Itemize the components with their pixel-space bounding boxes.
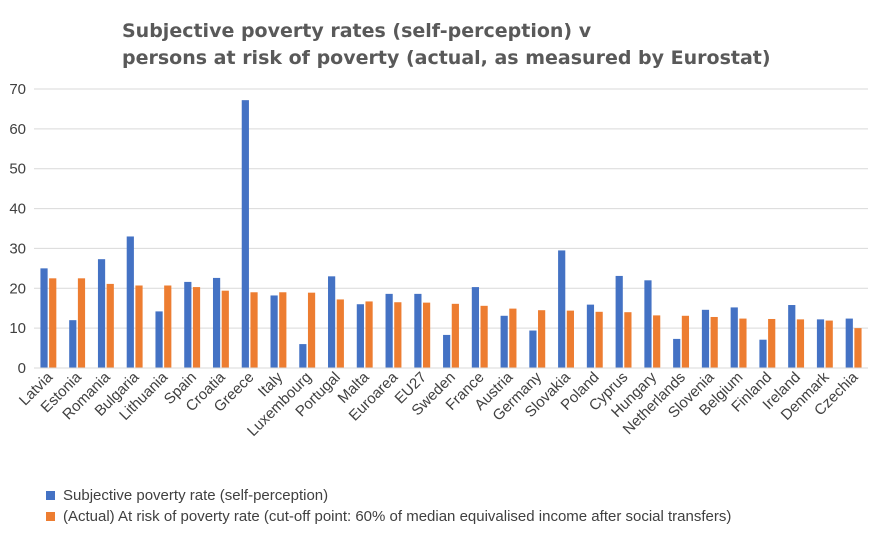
bar-actual-malta [365,301,373,368]
y-tick-label-70: 70 [9,81,26,98]
bar-actual-austria [509,308,517,368]
bar-subjective-euroarea [385,293,393,368]
bar-actual-greece [250,292,258,368]
bar-subjective-latvia [40,268,48,368]
bar-subjective-estonia [69,320,77,368]
legend-item-actual: (Actual) At risk of poverty rate (cut-of… [46,506,731,527]
bar-actual-spain [192,287,201,368]
bar-actual-portugal [336,299,344,368]
bar-actual-netherlands [681,315,690,368]
bar-subjective-lithuania [155,311,163,368]
bar-actual-denmark [825,320,833,368]
legend-item-subjective: Subjective poverty rate (self-perception… [46,485,731,506]
bar-actual-euroarea [394,302,402,368]
bar-subjective-greece [241,100,249,368]
chart-title-line-1: Subjective poverty rates (self-perceptio… [122,20,592,42]
bar-subjective-sweden [443,334,451,368]
chart-title-line-2: persons at risk of poverty (actual, as m… [122,47,771,69]
y-tick-label-0: 0 [18,360,26,377]
bar-subjective-france [471,287,480,368]
bar-subjective-luxembourg [299,344,307,368]
bar-subjective-italy [270,295,278,368]
bar-actual-hungary [653,315,661,368]
bar-subjective-eu27 [414,293,422,368]
y-tick-label-50: 50 [9,161,26,178]
legend: Subjective poverty rate (self-perception… [46,485,731,527]
bar-actual-belgium [739,318,747,368]
bar-actual-eu27 [422,302,431,368]
y-tick-label-10: 10 [9,320,26,337]
bar-actual-finland [768,318,776,368]
bar-actual-slovakia [566,310,574,368]
bar-subjective-cyprus [615,275,623,368]
bar-actual-cyprus [624,312,632,368]
y-tick-label-20: 20 [9,280,26,297]
legend-swatch-subjective [46,491,55,500]
bar-subjective-hungary [644,280,652,368]
bar-actual-ireland [796,319,805,368]
bar-actual-france [480,305,488,368]
bar-subjective-romania [97,259,106,368]
y-tick-label-40: 40 [9,201,26,218]
bar-subjective-portugal [328,276,336,368]
bar-subjective-belgium [730,307,738,368]
bar-chart: 010203040506070LatviaEstoniaRomaniaBulga… [9,81,868,440]
bar-subjective-denmark [816,319,825,368]
bar-actual-croatia [221,290,229,368]
bar-subjective-austria [500,315,508,368]
legend-label-actual: (Actual) At risk of poverty rate (cut-of… [63,508,732,525]
bar-actual-sweden [451,303,459,368]
bar-subjective-slovakia [558,250,566,368]
legend-label-subjective: Subjective poverty rate (self-perception… [63,487,329,504]
bar-actual-latvia [49,278,57,368]
bar-subjective-ireland [788,305,796,368]
bar-subjective-finland [759,339,767,368]
bar-actual-bulgaria [135,285,143,368]
bar-subjective-spain [184,281,192,368]
bar-actual-italy [279,292,287,368]
bar-subjective-netherlands [673,338,681,368]
bar-subjective-malta [356,304,364,368]
legend-swatch-actual [46,512,55,521]
bar-actual-poland [595,311,603,368]
bar-subjective-bulgaria [126,236,134,368]
y-tick-label-30: 30 [9,240,26,257]
bar-actual-estonia [77,278,86,368]
bar-subjective-germany [529,330,537,368]
bar-actual-lithuania [164,285,172,368]
bar-actual-czechia [854,328,862,368]
y-tick-label-60: 60 [9,121,26,138]
bar-actual-slovenia [710,316,718,368]
bar-subjective-croatia [212,277,221,368]
bar-actual-germany [538,310,546,368]
bar-subjective-czechia [845,318,853,368]
bar-actual-luxembourg [307,292,316,368]
bar-subjective-poland [586,304,595,368]
chart-title: Subjective poverty rates (self-perceptio… [122,18,842,72]
bar-actual-romania [106,283,114,368]
bar-subjective-slovenia [701,309,710,368]
